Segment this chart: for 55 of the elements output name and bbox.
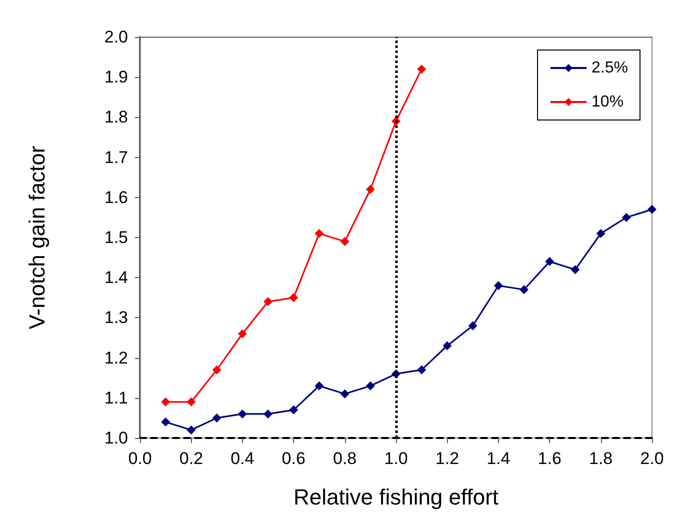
point — [264, 409, 272, 418]
x-tick-label: 0.0 — [128, 449, 152, 468]
legend-label: 10% — [592, 94, 624, 110]
x-axis-title: Relative fishing effort — [293, 484, 499, 510]
y-axis-title: V-notch gain factor — [24, 146, 50, 330]
point — [596, 228, 606, 238]
x-tick-label: 1.2 — [435, 449, 460, 468]
y-tick-label: 1.5 — [104, 228, 128, 247]
point — [545, 257, 554, 266]
point — [570, 265, 580, 274]
x-tick-label: 0.4 — [230, 449, 254, 468]
y-tick-label: 2.0 — [104, 28, 128, 46]
point — [366, 184, 375, 194]
point — [314, 228, 324, 238]
point — [212, 413, 222, 422]
point — [238, 329, 247, 338]
point — [238, 409, 247, 418]
y-tick-label: 1.0 — [104, 428, 128, 448]
point — [186, 397, 196, 406]
y-tick-label: 1.7 — [104, 148, 128, 167]
y-tick-label: 1.8 — [104, 108, 128, 127]
point — [161, 397, 170, 406]
x-tick-label: 2.0 — [640, 449, 664, 468]
y-tick-label: 1.3 — [104, 308, 128, 328]
point — [494, 281, 503, 290]
x-tick-label: 0.6 — [282, 449, 306, 468]
point — [417, 365, 426, 374]
y-tick-label: 1.6 — [104, 188, 128, 207]
point — [340, 237, 350, 246]
x-tick-label: 1.0 — [384, 449, 408, 468]
x-tick-label: 1.6 — [538, 449, 562, 468]
point — [366, 381, 375, 390]
point — [622, 212, 631, 222]
point — [161, 417, 170, 426]
point — [340, 389, 350, 398]
y-tick-label: 1.2 — [104, 348, 128, 368]
point — [468, 321, 478, 330]
y-tick-label: 1.4 — [104, 268, 128, 288]
x-tick-label: 0.8 — [332, 449, 357, 468]
point — [442, 341, 452, 350]
y-tick-label: 1.9 — [104, 68, 128, 87]
point — [648, 204, 656, 214]
x-tick-label: 0.2 — [179, 449, 204, 468]
point — [289, 405, 298, 414]
x-tick-label: 1.8 — [588, 449, 613, 468]
point — [289, 293, 298, 302]
x-tick-label: 1.4 — [486, 449, 510, 468]
point — [186, 425, 196, 434]
point — [417, 64, 426, 74]
legend-label: 2.5% — [592, 60, 628, 76]
point — [212, 365, 222, 374]
point — [314, 381, 324, 390]
point — [520, 285, 528, 294]
point — [264, 297, 272, 306]
y-tick-label: 1.1 — [104, 388, 128, 408]
